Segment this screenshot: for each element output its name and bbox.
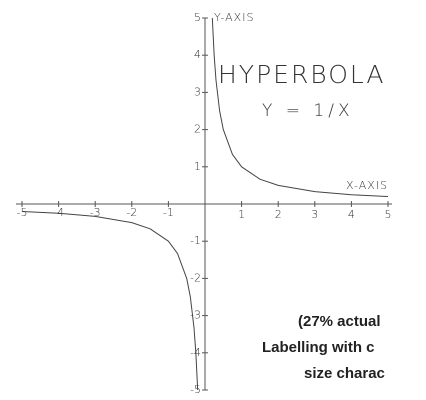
- x-tick-label: 2: [275, 208, 282, 221]
- y-axis-label: Y-AXIS: [214, 11, 254, 24]
- y-tick-label: -1: [190, 234, 201, 247]
- y-tick-label: 3: [194, 85, 201, 98]
- x-tick-label: 3: [311, 208, 318, 221]
- x-axis-label: X-AXIS: [346, 179, 388, 192]
- x-tick-label: 4: [348, 208, 355, 221]
- y-tick-label: 1: [194, 160, 201, 173]
- y-tick-label: 2: [194, 123, 201, 136]
- curve: [21, 17, 389, 391]
- y-tick-label: -2: [190, 271, 201, 284]
- y-tick-label: -3: [190, 309, 201, 322]
- x-tick-label: 5: [385, 208, 392, 221]
- chart-title: HYPERBOLA: [218, 60, 386, 89]
- x-tick-label: -5: [17, 206, 28, 219]
- x-tick-label: -2: [126, 206, 137, 219]
- y-tick-label: 4: [194, 48, 201, 61]
- annotation: (27% actual: [298, 313, 381, 330]
- x-tick-label: 1: [238, 208, 245, 221]
- x-tick-label: -4: [53, 206, 64, 219]
- annotation: Labelling with c: [262, 339, 375, 356]
- chart-subtitle: Y = 1/X: [262, 101, 354, 121]
- y-tick-label: 5: [194, 11, 201, 24]
- x-tick-label: -1: [163, 206, 174, 219]
- y-tick-label: -5: [190, 383, 201, 396]
- x-tick-label: -3: [90, 206, 101, 219]
- annotation: size charac: [304, 365, 385, 382]
